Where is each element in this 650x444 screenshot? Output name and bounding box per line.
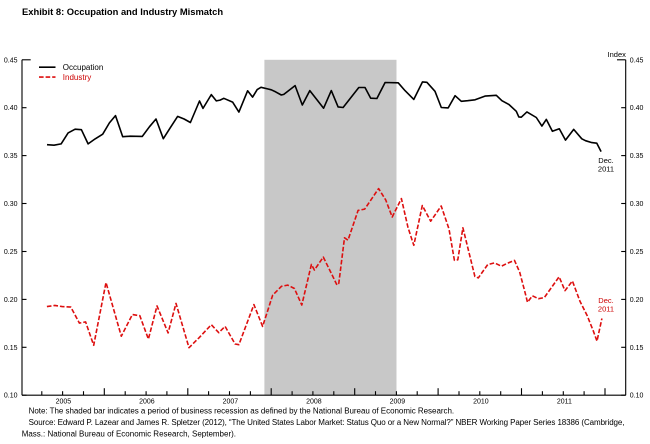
svg-text:0.40: 0.40	[4, 105, 18, 112]
svg-text:0.20: 0.20	[4, 297, 18, 304]
svg-text:2011: 2011	[557, 398, 572, 405]
svg-text:0.20: 0.20	[630, 297, 644, 304]
svg-text:Source: Edward P. Lazear and J: Source: Edward P. Lazear and James R. Sp…	[29, 418, 625, 427]
svg-text:Mass.: National Bureau of Eco: Mass.: National Bureau of Economic Resea…	[22, 430, 236, 439]
svg-text:0.45: 0.45	[630, 57, 644, 64]
svg-text:0.35: 0.35	[4, 153, 18, 160]
svg-text:0.10: 0.10	[630, 393, 644, 400]
svg-text:2007: 2007	[223, 398, 239, 405]
svg-text:Industry: Industry	[63, 73, 91, 82]
svg-text:0.25: 0.25	[4, 249, 18, 256]
svg-text:Occupation: Occupation	[63, 63, 103, 72]
svg-text:0.40: 0.40	[630, 105, 644, 112]
svg-text:2011: 2011	[598, 305, 614, 314]
svg-text:0.35: 0.35	[630, 153, 644, 160]
svg-text:2010: 2010	[473, 398, 489, 405]
svg-text:0.30: 0.30	[4, 201, 18, 208]
svg-text:0.25: 0.25	[630, 249, 644, 256]
svg-text:0.15: 0.15	[630, 345, 644, 352]
svg-text:2011: 2011	[598, 165, 614, 174]
svg-text:2006: 2006	[139, 398, 155, 405]
svg-text:0.30: 0.30	[630, 201, 644, 208]
svg-text:Exhibit 8: Occupation and Indu: Exhibit 8: Occupation and Industry Misma…	[22, 6, 223, 17]
svg-text:Dec.: Dec.	[598, 296, 613, 305]
svg-text:2005: 2005	[56, 398, 72, 405]
svg-text:0.10: 0.10	[4, 393, 18, 400]
svg-text:Note: The shaded bar indicates: Note: The shaded bar indicates a period …	[29, 407, 455, 416]
svg-text:0.15: 0.15	[4, 345, 18, 352]
svg-text:2009: 2009	[390, 398, 406, 405]
svg-text:Dec.: Dec.	[598, 156, 613, 165]
svg-text:Index: Index	[608, 50, 627, 59]
svg-text:0.45: 0.45	[4, 57, 18, 64]
svg-text:2008: 2008	[306, 398, 322, 405]
